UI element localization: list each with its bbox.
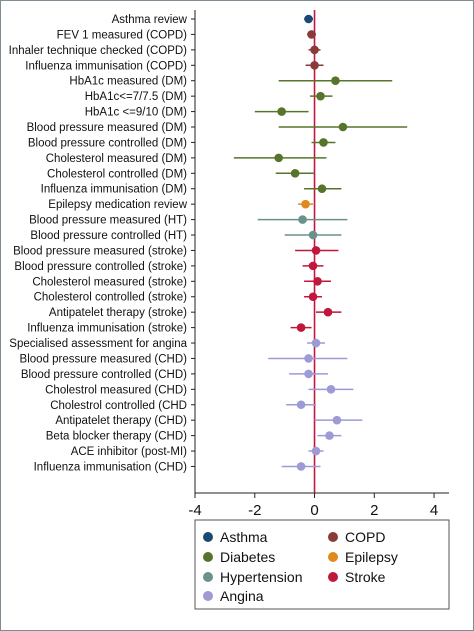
estimate-point [317,184,327,194]
row-label: Specialised assessment for angina [9,338,187,350]
row-label: Asthma review [112,14,188,26]
row-label: Antipatelet therapy (stroke) [49,307,187,319]
estimate-point [290,169,300,178]
estimate-point [325,431,334,440]
row-label: Antipatelet therapy (CHD) [55,415,187,427]
legend-marker [203,552,213,562]
estimate-point [313,277,322,286]
estimate-point [298,215,307,224]
row-label: Blood pressure controlled (CHD) [21,369,187,381]
estimate-point [316,91,325,101]
x-tick-label: -4 [188,502,201,519]
row-label: Beta blocker therapy (CHD) [46,431,187,443]
estimate-point [332,415,342,425]
estimate-point [308,292,318,302]
row-label: Influenza immunisation (DM) [41,184,188,196]
row-label: Influenza immunisation (CHD) [34,461,188,473]
row-label: Cholestrol controlled (CHD [50,400,187,412]
legend-label: Stroke [345,569,386,585]
row-label: Blood pressure measured (DM) [27,122,188,134]
legend-marker [203,532,213,542]
legend-label: Angina [220,588,264,604]
legend-marker [203,572,213,582]
row-label: Epilepsy medication review [48,199,187,211]
estimate-point [304,369,313,379]
estimate-point [331,76,340,86]
estimate-point [311,446,321,456]
estimate-point [310,45,319,55]
legend-label: COPD [345,529,385,545]
legend-label: Asthma [220,529,268,545]
estimate-point [308,230,318,240]
x-tick-label: 4 [430,502,438,519]
row-label: HbA1c <=9/10 (DM) [85,107,187,119]
row-label: Cholesterol controlled (stroke) [34,292,188,304]
estimate-point [296,462,306,471]
estimate-point [319,138,328,147]
row-label: Cholesterol measured (stroke) [32,276,187,288]
x-tick-label: -2 [248,502,261,519]
estimate-point [296,323,306,332]
row-label: FEV 1 measured (COPD) [57,29,188,41]
row-label: ACE inhibitor (post-MI) [71,446,187,458]
row-label: Influenza immunisation (stroke) [27,323,187,335]
estimate-point [304,354,313,363]
row-label: Blood pressure controlled (stroke) [14,261,187,273]
row-label: Inhaler technique checked (COPD) [9,45,188,57]
estimate-point [310,60,319,70]
legend-marker [328,532,338,542]
row-label: Blood pressure controlled (DM) [28,137,187,149]
row-label: Cholesterol controlled (DM) [47,168,187,180]
legend-marker [328,572,338,582]
estimate-point [277,107,286,116]
row-label: Cholestrol measured (CHD) [45,384,187,396]
estimate-point [296,400,306,410]
x-tick-label: 0 [310,502,318,519]
estimate-point [308,261,318,271]
row-label: HbA1c measured (DM) [69,76,187,88]
legend-label: Hypertension [220,569,303,585]
estimate-point [311,338,321,348]
row-label: Influenza immunisation (COPD) [25,60,187,72]
estimate-point [323,307,333,317]
legend-marker [328,552,338,562]
row-label: Blood pressure controlled (HT) [30,230,187,242]
legend-box [194,519,450,610]
x-tick-label: 2 [370,502,378,519]
row-label: Blood pressure measured (HT) [29,215,187,227]
legend-marker [203,591,213,601]
row-label: HbA1c<=7/7.5 (DM) [85,91,187,103]
row-label: Cholesterol measured (DM) [46,153,187,165]
estimate-point [338,122,348,132]
estimate-point [307,30,316,39]
legend-label: Epilepsy [345,549,398,565]
estimate-point [274,153,283,163]
legend-label: Diabetes [220,549,275,565]
estimate-point [301,199,310,209]
estimate-point [311,246,321,255]
row-label: Blood pressure measured (stroke) [13,245,187,257]
row-label: Blood pressure measured (CHD) [20,353,188,365]
estimate-point [304,14,313,24]
estimate-point [326,385,336,394]
